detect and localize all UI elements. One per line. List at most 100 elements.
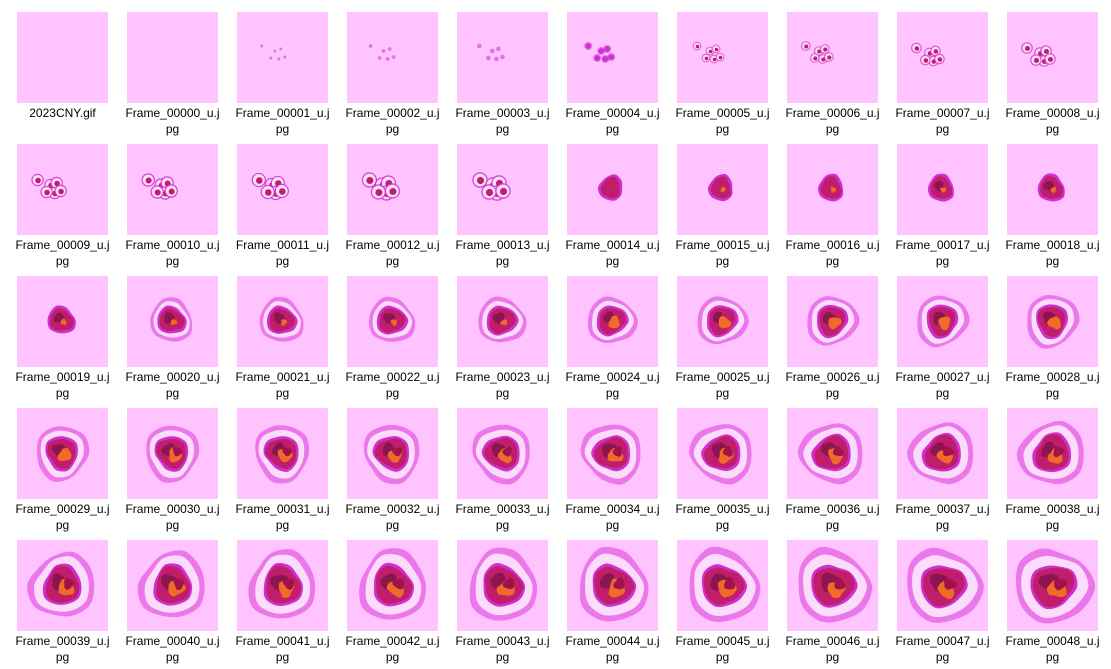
- file-item[interactable]: Frame_00014_u.j pg: [560, 132, 670, 268]
- file-thumbnail[interactable]: [897, 276, 988, 367]
- file-item[interactable]: Frame_00033_u.j pg: [450, 396, 560, 532]
- file-item[interactable]: Frame_00017_u.j pg: [890, 132, 1000, 268]
- file-thumbnail[interactable]: [787, 144, 878, 235]
- file-name[interactable]: Frame_00033_u.j pg: [450, 501, 555, 533]
- file-thumbnail[interactable]: [897, 12, 988, 103]
- file-thumbnail[interactable]: [567, 408, 658, 499]
- file-item[interactable]: Frame_00032_u.j pg: [340, 396, 450, 532]
- file-name[interactable]: Frame_00016_u.j pg: [780, 237, 885, 269]
- file-name[interactable]: Frame_00019_u.j pg: [10, 369, 115, 401]
- file-thumbnail[interactable]: [347, 408, 438, 499]
- file-thumbnail[interactable]: [457, 276, 548, 367]
- file-item[interactable]: Frame_00039_u.j pg: [10, 528, 120, 664]
- file-name[interactable]: Frame_00031_u.j pg: [230, 501, 335, 533]
- file-thumbnail[interactable]: [457, 144, 548, 235]
- file-thumbnail[interactable]: [787, 408, 878, 499]
- file-thumbnail[interactable]: [457, 540, 548, 631]
- file-item[interactable]: Frame_00005_u.j pg: [670, 0, 780, 136]
- file-item[interactable]: Frame_00044_u.j pg: [560, 528, 670, 664]
- file-item[interactable]: Frame_00006_u.j pg: [780, 0, 890, 136]
- file-name[interactable]: Frame_00041_u.j pg: [230, 633, 335, 665]
- file-thumbnail[interactable]: [677, 408, 768, 499]
- file-name[interactable]: Frame_00013_u.j pg: [450, 237, 555, 269]
- file-thumbnail[interactable]: [1007, 540, 1098, 631]
- file-item[interactable]: Frame_00000_u.j pg: [120, 0, 230, 136]
- file-thumbnail[interactable]: [347, 12, 438, 103]
- file-thumbnail[interactable]: [17, 408, 108, 499]
- file-thumbnail[interactable]: [17, 12, 108, 103]
- file-thumbnail[interactable]: [897, 408, 988, 499]
- file-thumbnail[interactable]: [677, 540, 768, 631]
- file-name[interactable]: Frame_00000_u.j pg: [120, 105, 225, 137]
- file-name[interactable]: Frame_00006_u.j pg: [780, 105, 885, 137]
- file-name[interactable]: Frame_00022_u.j pg: [340, 369, 445, 401]
- file-name[interactable]: Frame_00012_u.j pg: [340, 237, 445, 269]
- file-thumbnail[interactable]: [1007, 144, 1098, 235]
- file-item[interactable]: Frame_00022_u.j pg: [340, 264, 450, 400]
- file-item[interactable]: Frame_00009_u.j pg: [10, 132, 120, 268]
- file-thumbnail[interactable]: [127, 540, 218, 631]
- file-name[interactable]: Frame_00002_u.j pg: [340, 105, 445, 137]
- file-item[interactable]: Frame_00041_u.j pg: [230, 528, 340, 664]
- file-name[interactable]: Frame_00030_u.j pg: [120, 501, 225, 533]
- file-item[interactable]: Frame_00008_u.j pg: [1000, 0, 1110, 136]
- file-thumbnail[interactable]: [567, 276, 658, 367]
- file-name[interactable]: Frame_00020_u.j pg: [120, 369, 225, 401]
- file-item[interactable]: Frame_00011_u.j pg: [230, 132, 340, 268]
- file-thumbnail[interactable]: [787, 276, 878, 367]
- file-thumbnail[interactable]: [127, 408, 218, 499]
- file-thumbnail[interactable]: [237, 276, 328, 367]
- file-thumbnail[interactable]: [457, 408, 548, 499]
- file-name[interactable]: Frame_00011_u.j pg: [230, 237, 335, 269]
- file-thumbnail[interactable]: [1007, 276, 1098, 367]
- file-item[interactable]: Frame_00020_u.j pg: [120, 264, 230, 400]
- file-item[interactable]: Frame_00040_u.j pg: [120, 528, 230, 664]
- file-thumbnail[interactable]: [347, 144, 438, 235]
- file-name[interactable]: Frame_00040_u.j pg: [120, 633, 225, 665]
- file-name[interactable]: Frame_00010_u.j pg: [120, 237, 225, 269]
- file-thumbnail[interactable]: [17, 276, 108, 367]
- file-thumbnail[interactable]: [237, 408, 328, 499]
- file-name[interactable]: Frame_00047_u.j pg: [890, 633, 995, 665]
- file-thumbnail[interactable]: [567, 12, 658, 103]
- file-item[interactable]: Frame_00047_u.j pg: [890, 528, 1000, 664]
- file-thumbnail[interactable]: [347, 540, 438, 631]
- file-item[interactable]: Frame_00001_u.j pg: [230, 0, 340, 136]
- file-thumbnail[interactable]: [787, 540, 878, 631]
- file-item[interactable]: Frame_00012_u.j pg: [340, 132, 450, 268]
- file-item[interactable]: Frame_00016_u.j pg: [780, 132, 890, 268]
- file-name[interactable]: Frame_00015_u.j pg: [670, 237, 775, 269]
- file-name[interactable]: Frame_00032_u.j pg: [340, 501, 445, 533]
- file-name[interactable]: Frame_00028_u.j pg: [1000, 369, 1105, 401]
- file-item[interactable]: Frame_00024_u.j pg: [560, 264, 670, 400]
- file-name[interactable]: Frame_00046_u.j pg: [780, 633, 885, 665]
- file-name[interactable]: Frame_00024_u.j pg: [560, 369, 665, 401]
- file-thumbnail[interactable]: [17, 144, 108, 235]
- file-thumbnail[interactable]: [237, 12, 328, 103]
- file-thumbnail[interactable]: [237, 144, 328, 235]
- file-item[interactable]: 2023CNY.gif: [10, 0, 120, 132]
- file-item[interactable]: Frame_00025_u.j pg: [670, 264, 780, 400]
- file-thumbnail[interactable]: [677, 144, 768, 235]
- file-item[interactable]: Frame_00023_u.j pg: [450, 264, 560, 400]
- file-name[interactable]: Frame_00042_u.j pg: [340, 633, 445, 665]
- file-name[interactable]: Frame_00029_u.j pg: [10, 501, 115, 533]
- file-name[interactable]: Frame_00001_u.j pg: [230, 105, 335, 137]
- file-item[interactable]: Frame_00010_u.j pg: [120, 132, 230, 268]
- file-item[interactable]: Frame_00026_u.j pg: [780, 264, 890, 400]
- file-item[interactable]: Frame_00019_u.j pg: [10, 264, 120, 400]
- file-thumbnail[interactable]: [897, 540, 988, 631]
- file-name[interactable]: Frame_00026_u.j pg: [780, 369, 885, 401]
- file-item[interactable]: Frame_00021_u.j pg: [230, 264, 340, 400]
- file-thumbnail[interactable]: [677, 12, 768, 103]
- file-item[interactable]: Frame_00013_u.j pg: [450, 132, 560, 268]
- file-item[interactable]: Frame_00042_u.j pg: [340, 528, 450, 664]
- file-name[interactable]: Frame_00008_u.j pg: [1000, 105, 1105, 137]
- file-name[interactable]: Frame_00014_u.j pg: [560, 237, 665, 269]
- file-thumbnail[interactable]: [1007, 12, 1098, 103]
- file-thumbnail[interactable]: [567, 144, 658, 235]
- file-item[interactable]: Frame_00045_u.j pg: [670, 528, 780, 664]
- file-item[interactable]: Frame_00043_u.j pg: [450, 528, 560, 664]
- file-name[interactable]: Frame_00048_u.j pg: [1000, 633, 1105, 665]
- file-thumbnail[interactable]: [1007, 408, 1098, 499]
